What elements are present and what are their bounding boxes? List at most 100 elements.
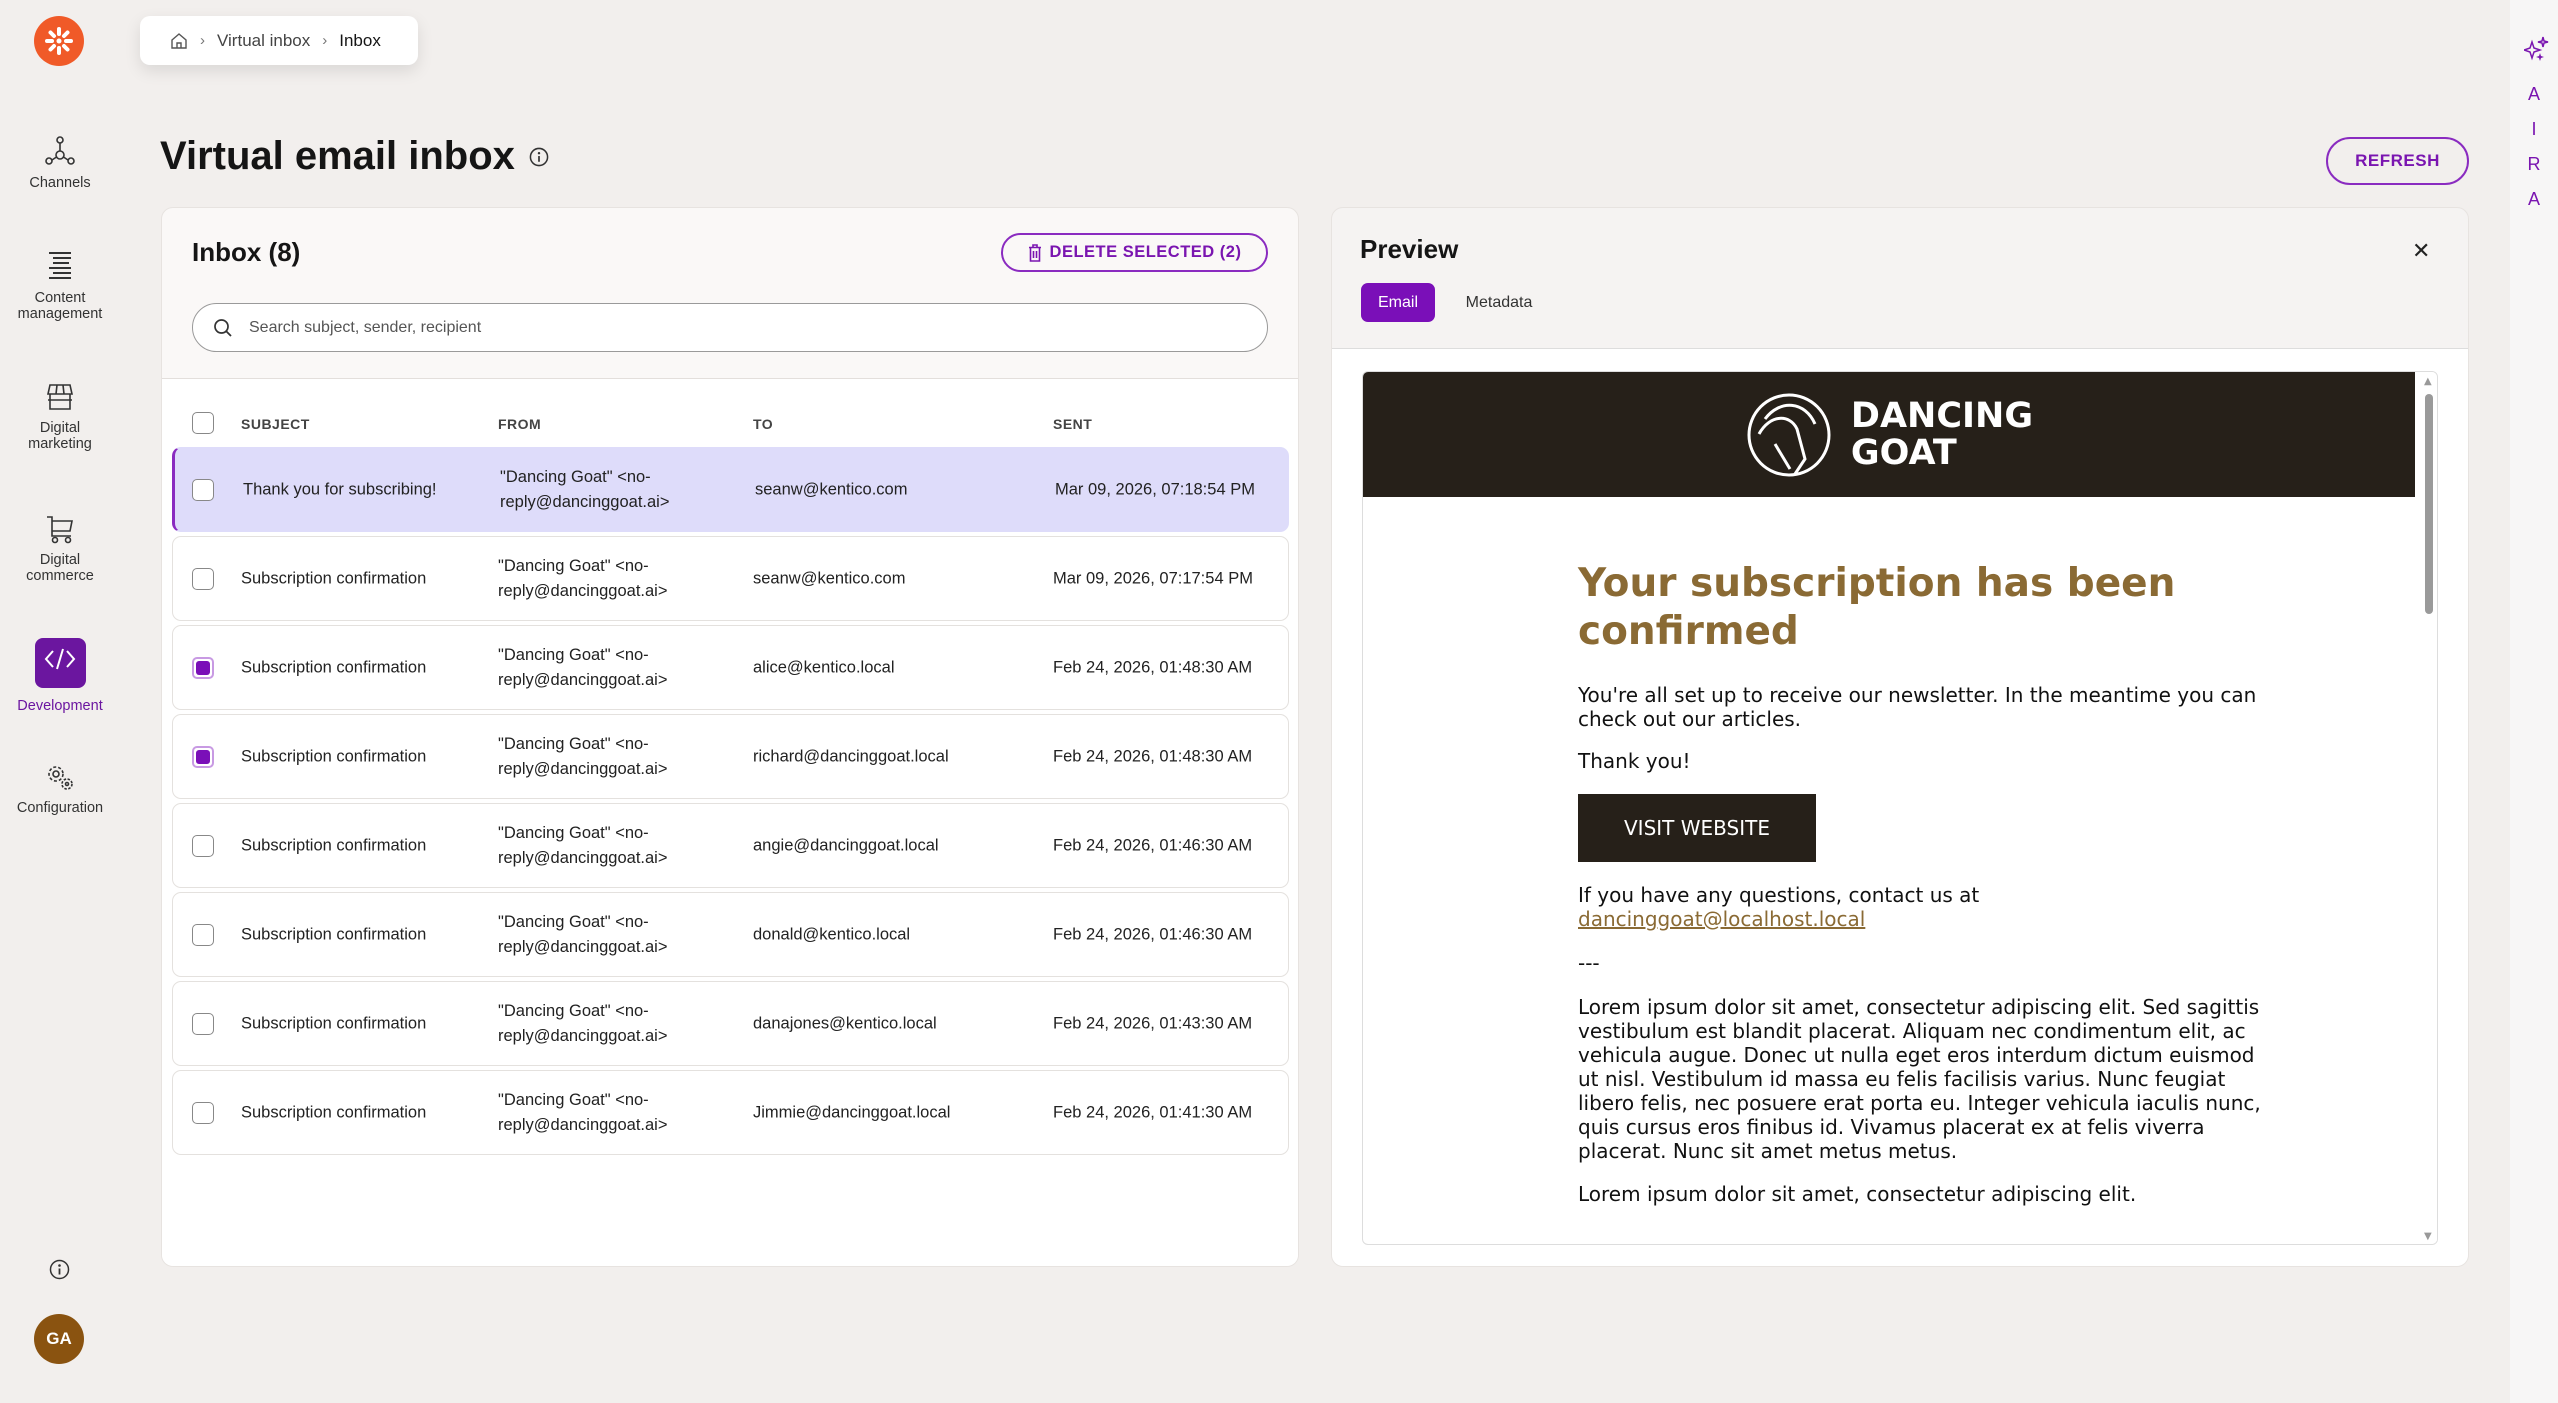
row-to: angie@dancinggoat.local	[753, 836, 939, 854]
sidebar-item-label: Development	[17, 698, 103, 714]
visit-website-button[interactable]: VISIT WEBSITE	[1578, 794, 1816, 862]
code-icon	[44, 648, 76, 670]
row-subject: Subscription confirmation	[241, 925, 427, 943]
breadcrumb-separator: ›	[322, 32, 328, 49]
email-body: Your subscription has been confirmed You…	[1578, 560, 2268, 1206]
sidebar-item-label: Content management	[17, 290, 103, 322]
column-header-from[interactable]: FROM	[498, 416, 542, 432]
breadcrumb-inbox: Inbox	[339, 30, 381, 50]
email-contact-text: If you have any questions, contact us at	[1578, 883, 1980, 907]
search-icon	[214, 318, 232, 337]
row-checkbox[interactable]	[192, 834, 214, 857]
row-checkbox[interactable]	[192, 567, 214, 590]
brand-line-2: GOAT	[1850, 432, 1957, 473]
row-sent: Feb 24, 2026, 01:41:30 AM	[1053, 1103, 1253, 1121]
aira-panel-toggle[interactable]: A I R A	[2510, 0, 2558, 1403]
sidebar-item-configuration[interactable]: Configuration	[0, 762, 120, 816]
delete-selected-button[interactable]: DELETE SELECTED (2)	[1001, 233, 1268, 272]
sidebar-item-development[interactable]: Development	[0, 638, 120, 714]
row-sent: Feb 24, 2026, 01:48:30 AM	[1053, 747, 1253, 765]
row-from: "Dancing Goat" <no-reply@dancinggoat.ai>	[498, 554, 668, 604]
row-from-line-1: "Dancing Goat" <no-	[498, 823, 649, 842]
row-to: danajones@kentico.local	[753, 1014, 937, 1032]
row-sent: Feb 24, 2026, 01:43:30 AM	[1053, 1014, 1253, 1032]
content-list-icon	[49, 252, 71, 279]
row-subject: Subscription confirmation	[241, 1103, 427, 1121]
table-row[interactable]: Thank you for subscribing! "Dancing Goat"…	[172, 447, 1289, 532]
logo-icon	[45, 27, 73, 55]
sidebar-item-content-management[interactable]: Content management	[0, 250, 120, 322]
row-subject: Subscription confirmation	[241, 747, 427, 765]
aira-letter: A	[2527, 189, 2540, 209]
email-scrollbar[interactable]: ▲ ▼	[2421, 372, 2437, 1244]
email-intro: You're all set up to receive our newslet…	[1578, 683, 2257, 731]
row-from: "Dancing Goat" <no-reply@dancinggoat.ai>	[498, 999, 668, 1049]
row-from-line-2: reply@dancinggoat.ai>	[498, 848, 668, 867]
row-subject: Subscription confirmation	[241, 569, 427, 587]
aira-letter: I	[2531, 119, 2537, 139]
scroll-down-icon[interactable]: ▼	[2424, 1231, 2432, 1242]
inbox-panel: Inbox (8) DELETE SELECTED (2) SUBJECT FR…	[161, 207, 1299, 1267]
table-row[interactable]: Subscription confirmation "Dancing Goat" …	[172, 1070, 1289, 1155]
sidebar-item-digital-commerce[interactable]: Digital commerce	[0, 514, 120, 584]
gears-icon	[48, 766, 73, 790]
row-checkbox[interactable]	[192, 1012, 214, 1035]
row-subject: Subscription confirmation	[241, 1014, 427, 1032]
row-from-line-2: reply@dancinggoat.ai>	[498, 1026, 668, 1045]
sidebar-item-label: Configuration	[16, 800, 104, 816]
table-row[interactable]: Subscription confirmation "Dancing Goat" …	[172, 803, 1289, 888]
tab-metadata[interactable]: Metadata	[1465, 293, 1533, 311]
sidebar-item-channels[interactable]: Channels	[0, 135, 120, 191]
table-row[interactable]: Subscription confirmation "Dancing Goat" …	[172, 981, 1289, 1066]
table-row[interactable]: Subscription confirmation "Dancing Goat" …	[172, 625, 1289, 710]
row-checkbox[interactable]	[192, 1101, 214, 1124]
row-checkbox[interactable]	[192, 745, 214, 768]
row-to: seanw@kentico.com	[755, 480, 908, 498]
column-header-sent[interactable]: SENT	[1053, 416, 1093, 432]
refresh-button[interactable]: REFRESH	[2326, 137, 2469, 185]
scroll-up-icon[interactable]: ▲	[2424, 376, 2432, 387]
row-to: richard@dancinggoat.local	[753, 747, 949, 765]
row-from: "Dancing Goat" <no-reply@dancinggoat.ai>	[498, 910, 668, 960]
table-row[interactable]: Subscription confirmation "Dancing Goat" …	[172, 536, 1289, 621]
row-sent: Feb 24, 2026, 01:48:30 AM	[1053, 658, 1253, 676]
row-checkbox[interactable]	[192, 656, 214, 679]
email-banner: DANCING GOAT	[1363, 372, 2415, 497]
row-from-line-2: reply@dancinggoat.ai>	[500, 492, 670, 511]
aira-letter: R	[2527, 154, 2541, 174]
row-from-line-2: reply@dancinggoat.ai>	[498, 1115, 668, 1134]
row-from-line-2: reply@dancinggoat.ai>	[498, 937, 668, 956]
info-icon[interactable]	[49, 1259, 70, 1280]
row-to: Jimmie@dancinggoat.local	[753, 1103, 951, 1121]
column-header-subject[interactable]: SUBJECT	[241, 416, 310, 432]
row-from-line-1: "Dancing Goat" <no-	[498, 556, 649, 575]
table-row[interactable]: Subscription confirmation "Dancing Goat" …	[172, 892, 1289, 977]
table-row[interactable]: Subscription confirmation "Dancing Goat" …	[172, 714, 1289, 799]
row-from-line-1: "Dancing Goat" <no-	[498, 734, 649, 753]
delete-selected-label: DELETE SELECTED (2)	[1049, 243, 1242, 261]
preview-content: DANCING GOAT Your subscription has been …	[1332, 348, 2468, 1266]
email-heading: Your subscription has been confirmed	[1578, 561, 2176, 654]
row-from-line-1: "Dancing Goat" <no-	[498, 645, 649, 664]
email-contact: If you have any questions, contact us at…	[1578, 883, 2268, 931]
breadcrumb-virtual-inbox[interactable]: Virtual inbox	[217, 30, 311, 50]
scrollbar-thumb[interactable]	[2425, 394, 2433, 614]
close-icon[interactable]: ✕	[2412, 238, 2431, 263]
row-from: "Dancing Goat" <no-reply@dancinggoat.ai>	[498, 1088, 668, 1138]
select-all-checkbox[interactable]	[192, 412, 214, 434]
tab-email[interactable]: Email	[1361, 283, 1435, 322]
email-contact-link[interactable]: dancinggoat@localhost.local	[1578, 907, 1866, 931]
row-checkbox[interactable]	[192, 923, 214, 946]
sidebar-item-digital-marketing[interactable]: Digital marketing	[0, 382, 120, 452]
search-input[interactable]	[249, 318, 1149, 337]
kentico-logo[interactable]	[34, 16, 84, 66]
search-field[interactable]	[192, 303, 1268, 352]
info-icon[interactable]	[529, 147, 549, 167]
column-header-to[interactable]: TO	[753, 416, 774, 432]
email-brand: DANCING GOAT	[1850, 397, 2033, 473]
avatar[interactable]: GA	[34, 1314, 84, 1364]
page-title: Virtual email inbox	[160, 134, 549, 179]
channels-icon	[45, 136, 75, 165]
row-checkbox[interactable]	[192, 478, 214, 501]
home-icon[interactable]	[170, 32, 188, 50]
